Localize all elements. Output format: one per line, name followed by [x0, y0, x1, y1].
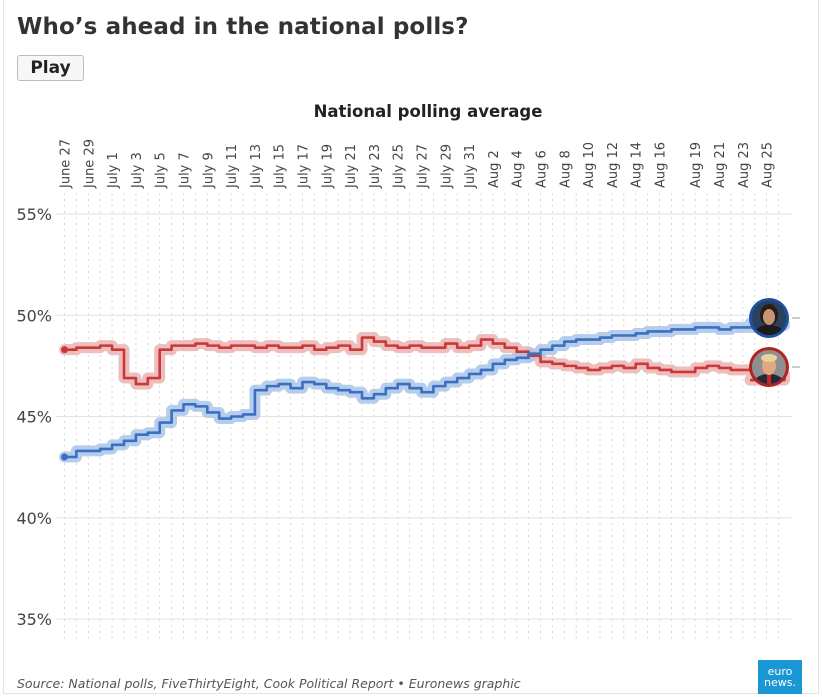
- page-title: Who’s ahead in the national polls?: [17, 14, 469, 40]
- x-tick-label: July 27: [416, 144, 431, 189]
- x-tick-label: July 3: [130, 152, 145, 189]
- harris-series-line: [64, 322, 786, 459]
- x-tick-label: Aug 6: [535, 150, 550, 188]
- x-tick-label: June 27: [59, 139, 74, 189]
- x-tick-label: July 25: [392, 144, 407, 189]
- x-tick-label: July 9: [201, 152, 216, 189]
- y-tick-label: 35%: [16, 610, 52, 629]
- x-tick-label: July 29: [439, 144, 454, 189]
- x-tick-label: Aug 25: [761, 142, 776, 188]
- x-tick-label: Aug 14: [630, 142, 645, 188]
- x-tick-label: Aug 12: [606, 142, 621, 188]
- x-tick-label: Aug 16: [654, 142, 669, 188]
- x-tick-label: Aug 2: [487, 150, 502, 188]
- chart-frame: [3, 0, 819, 694]
- x-tick-label: July 19: [320, 144, 335, 189]
- y-tick-label: 55%: [16, 205, 52, 224]
- x-tick-label: July 13: [249, 144, 264, 189]
- euronews-logo: euro news.: [758, 660, 802, 694]
- x-tick-label: Aug 23: [737, 142, 752, 188]
- trump-series-line: [64, 336, 786, 386]
- x-tick-label: June 29: [82, 139, 97, 189]
- play-button[interactable]: Play: [17, 55, 84, 81]
- x-tick-label: July 31: [463, 144, 478, 189]
- x-tick-label: Aug 19: [689, 142, 704, 188]
- source-note: Source: National polls, FiveThirtyEight,…: [17, 676, 521, 691]
- x-tick-label: Aug 10: [582, 142, 597, 188]
- polling-chart: National polling average June 27 June 29 J…: [16, 102, 800, 640]
- x-tick-label: July 11: [225, 144, 240, 189]
- x-tick-label: July 23: [368, 144, 383, 189]
- trump-start-point: [61, 346, 68, 354]
- harris-portrait: [749, 298, 789, 338]
- y-tick-label: 50%: [16, 306, 52, 325]
- x-tick-label: July 17: [297, 144, 312, 189]
- harris-start-point: [61, 453, 68, 461]
- trump-portrait: [749, 347, 789, 387]
- x-tick-label: Aug 4: [511, 150, 526, 188]
- x-tick-label: Aug 8: [558, 150, 573, 188]
- x-tick-label: July 1: [106, 152, 121, 189]
- x-tick-label: July 21: [344, 144, 359, 189]
- x-tick-label: July 15: [273, 144, 288, 189]
- y-tick-label: 40%: [16, 509, 52, 528]
- x-tick-label: July 5: [154, 152, 169, 189]
- x-tick-label: Aug 21: [713, 142, 728, 188]
- chart-title: National polling average: [314, 102, 543, 121]
- x-tick-label: July 7: [178, 152, 193, 189]
- y-tick-label: 45%: [16, 408, 52, 427]
